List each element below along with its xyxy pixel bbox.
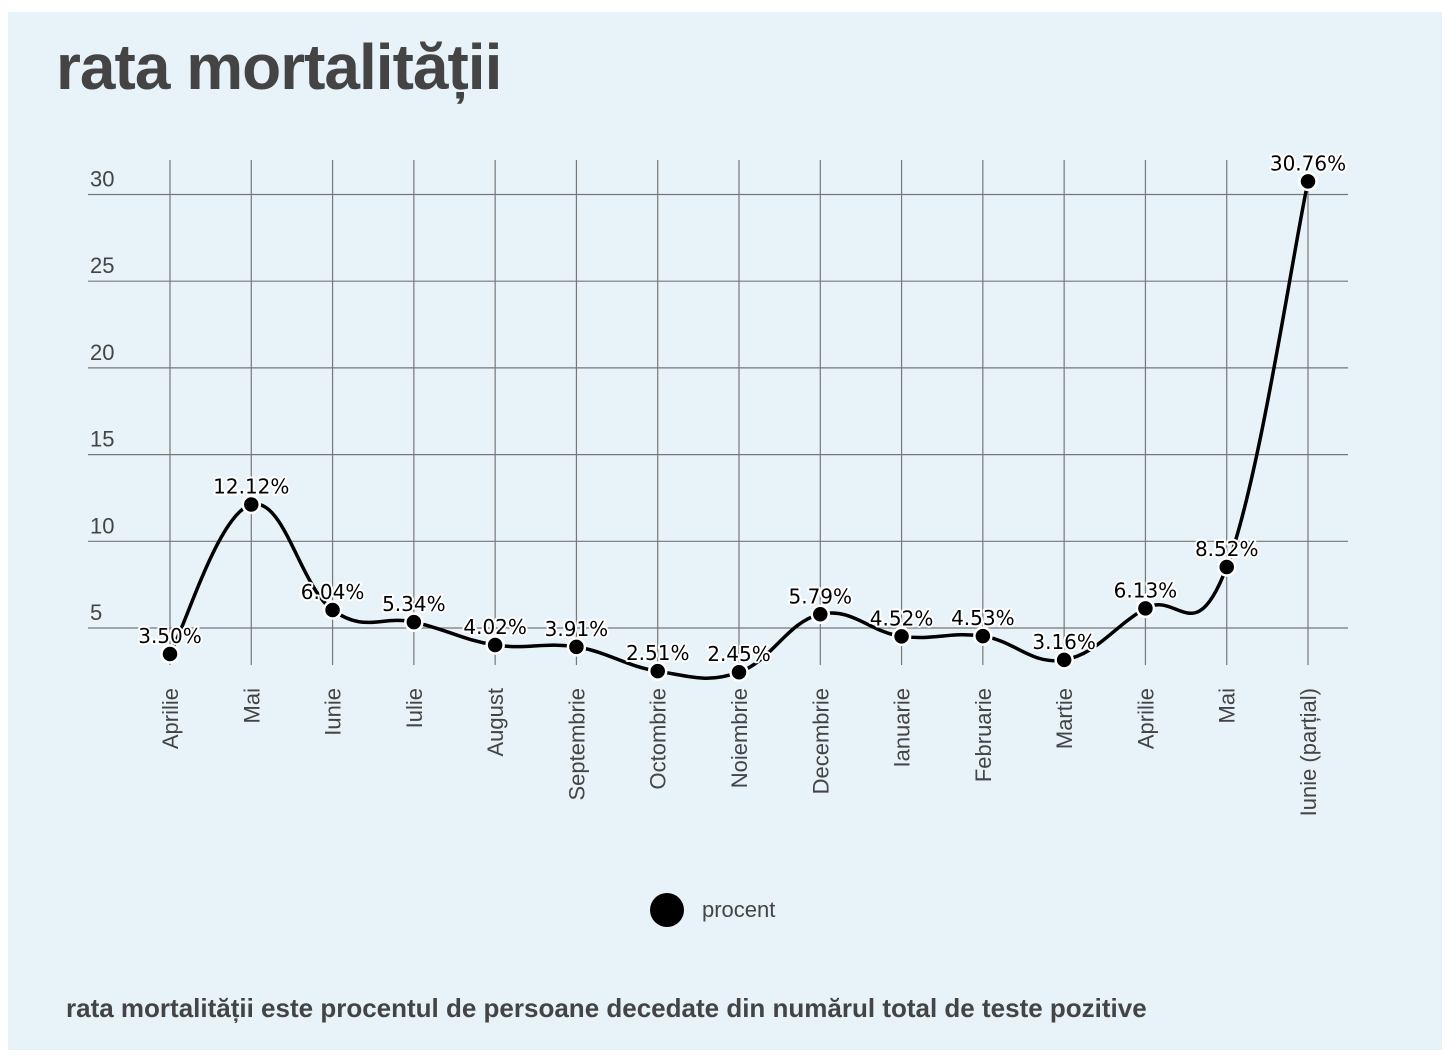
data-point	[1054, 650, 1074, 670]
data-label: 2.51%	[626, 641, 690, 665]
data-label: 3.50%	[138, 624, 202, 648]
data-label: 3.91%	[545, 617, 609, 641]
data-label: 2.45%	[707, 642, 771, 666]
y-tick-label: 10	[90, 513, 114, 538]
data-label: 5.34%	[382, 592, 446, 616]
data-labels: 3.50% 12.12% 6.04% 5.34% 4.02% 3.91% 2.51% 2.45…	[136, 149, 1348, 668]
data-point	[973, 626, 993, 646]
y-tick-label: 5	[90, 600, 102, 625]
x-tick-label: August	[483, 688, 508, 757]
footnote: rata mortalității este procentul de pers…	[66, 993, 1147, 1023]
data-label: 6.04%	[301, 580, 365, 604]
data-label: 4.52%	[870, 606, 934, 630]
chart-title: rata mortalității	[56, 31, 502, 103]
data-label: 6.13%	[1114, 578, 1178, 602]
data-label: 3.16%	[1032, 630, 1096, 654]
x-tick-label: Aprilie	[1133, 688, 1158, 749]
data-label: 30.76%	[1270, 151, 1346, 175]
data-point	[1216, 557, 1237, 577]
x-axis-ticks: Aprilie Mai Iunie Iulie August Septembrie Octo…	[158, 688, 1321, 816]
x-tick-label: Mai	[1215, 688, 1240, 723]
data-point	[404, 612, 424, 632]
data-point	[485, 635, 505, 655]
data-point	[647, 661, 668, 681]
x-tick-label: Iunie (parțial)	[1296, 688, 1321, 816]
legend: procent	[650, 893, 775, 927]
x-tick-label: Ianuarie	[890, 688, 915, 768]
chart-panel	[8, 12, 1442, 1050]
y-axis-ticks: 5 10 15 20 25 30	[90, 167, 114, 626]
x-tick-label: Iulie	[402, 688, 427, 728]
x-tick-label: Februarie	[971, 688, 996, 782]
data-label: 8.52%	[1195, 537, 1259, 561]
grid	[88, 160, 1348, 665]
data-point	[1135, 598, 1156, 619]
x-tick-label: Martie	[1052, 688, 1077, 749]
x-tick-label: Mai	[239, 688, 264, 723]
legend-label: procent	[702, 897, 776, 922]
data-label: 5.79%	[789, 584, 853, 608]
data-point	[322, 600, 343, 620]
x-tick-label: Aprilie	[158, 688, 183, 749]
data-label: 12.12%	[213, 475, 289, 499]
data-point	[729, 662, 749, 682]
legend-marker	[650, 893, 684, 927]
data-point	[160, 644, 180, 664]
data-point	[241, 494, 262, 515]
y-tick-label: 15	[90, 427, 114, 452]
x-tick-label: Iunie	[321, 688, 346, 736]
data-point	[1298, 171, 1318, 192]
y-tick-label: 25	[90, 253, 114, 278]
data-point	[891, 626, 912, 647]
data-point	[566, 637, 587, 657]
y-tick-label: 30	[90, 167, 114, 192]
data-label: 4.02%	[463, 615, 527, 639]
x-tick-label: Octombrie	[646, 688, 671, 789]
data-label: 4.53%	[951, 606, 1015, 630]
data-points	[160, 171, 1318, 682]
data-point	[810, 604, 831, 625]
x-tick-label: Decembrie	[808, 688, 833, 794]
y-tick-label: 20	[90, 340, 114, 365]
x-tick-label: Noiembrie	[727, 688, 752, 788]
x-tick-label: Septembrie	[564, 688, 589, 801]
